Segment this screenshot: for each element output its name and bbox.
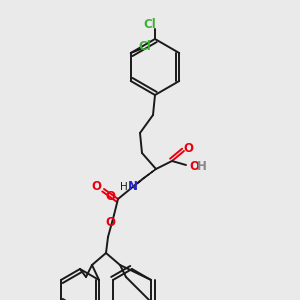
Text: Cl: Cl xyxy=(138,40,151,53)
Text: H: H xyxy=(120,182,128,192)
Text: O: O xyxy=(183,142,193,154)
Text: O: O xyxy=(189,160,199,173)
Text: Cl: Cl xyxy=(144,19,156,32)
Text: O: O xyxy=(105,217,115,230)
Text: O: O xyxy=(105,190,115,203)
Text: N: N xyxy=(128,181,138,194)
Text: H: H xyxy=(197,160,207,173)
Polygon shape xyxy=(138,169,156,183)
Text: O: O xyxy=(91,181,101,194)
